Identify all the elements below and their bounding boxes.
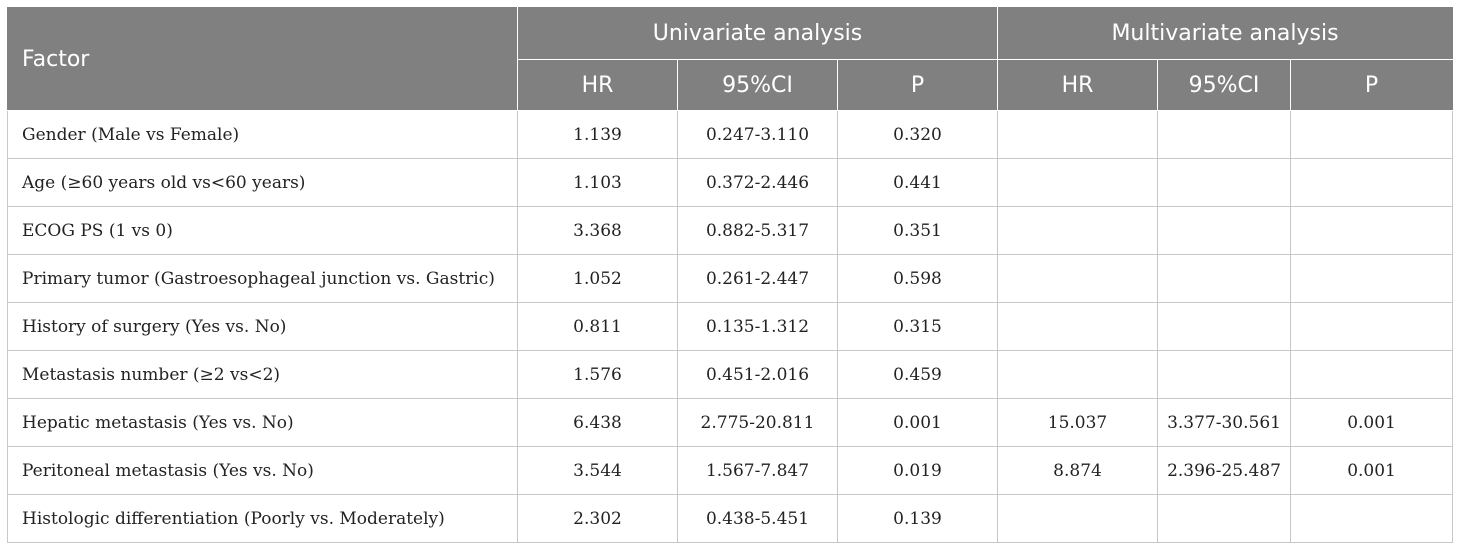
multivariate-p-cell bbox=[1290, 158, 1454, 207]
multivariate-hr-cell bbox=[997, 206, 1159, 255]
factor-cell: ECOG PS (1 vs 0) bbox=[7, 206, 518, 255]
univariate-p-cell: 0.001 bbox=[836, 398, 999, 447]
multivariate-group-header: Multivariate analysis bbox=[997, 7, 1454, 60]
univariate-ci-cell: 0.451-2.016 bbox=[677, 350, 838, 399]
univariate-hr-header: HR bbox=[517, 59, 678, 111]
multivariate-hr-cell bbox=[997, 158, 1159, 207]
univariate-ci-cell: 1.567-7.847 bbox=[677, 446, 838, 495]
multivariate-p-cell bbox=[1290, 302, 1454, 351]
factor-cell: Peritoneal metastasis (Yes vs. No) bbox=[7, 446, 518, 495]
factor-cell: Age (≥60 years old vs<60 years) bbox=[7, 158, 518, 207]
table-row: ECOG PS (1 vs 0) 3.368 0.882-5.317 0.351 bbox=[7, 206, 1454, 255]
multivariate-hr-cell bbox=[997, 494, 1159, 543]
factor-cell: Hepatic metastasis (Yes vs. No) bbox=[7, 398, 518, 447]
multivariate-hr-cell bbox=[997, 350, 1159, 399]
factor-cell: Histologic differentiation (Poorly vs. M… bbox=[7, 494, 518, 543]
multivariate-ci-cell: 2.396-25.487 bbox=[1157, 446, 1292, 495]
univariate-hr-cell: 1.576 bbox=[517, 350, 678, 399]
table-row: Hepatic metastasis (Yes vs. No) 6.438 2.… bbox=[7, 398, 1454, 447]
multivariate-p-cell bbox=[1290, 110, 1454, 159]
multivariate-ci-cell bbox=[1157, 302, 1292, 351]
multivariate-p-cell bbox=[1290, 206, 1454, 255]
multivariate-hr-cell bbox=[997, 302, 1159, 351]
univariate-hr-cell: 1.139 bbox=[517, 110, 678, 159]
univariate-p-cell: 0.315 bbox=[836, 302, 999, 351]
univariate-p-cell: 0.441 bbox=[836, 158, 999, 207]
univariate-p-cell: 0.351 bbox=[836, 206, 999, 255]
table-row: History of surgery (Yes vs. No) 0.811 0.… bbox=[7, 302, 1454, 351]
table-row: Primary tumor (Gastroesophageal junction… bbox=[7, 254, 1454, 303]
univariate-p-cell: 0.459 bbox=[836, 350, 999, 399]
multivariate-p-cell: 0.001 bbox=[1290, 446, 1454, 495]
multivariate-ci-cell bbox=[1157, 206, 1292, 255]
multivariate-ci-cell bbox=[1157, 110, 1292, 159]
multivariate-hr-header: HR bbox=[997, 59, 1159, 111]
table-row: Metastasis number (≥2 vs<2) 1.576 0.451-… bbox=[7, 350, 1454, 399]
univariate-hr-cell: 6.438 bbox=[517, 398, 678, 447]
univariate-p-cell: 0.019 bbox=[836, 446, 999, 495]
univariate-p-cell: 0.320 bbox=[836, 110, 999, 159]
univariate-p-cell: 0.139 bbox=[836, 494, 999, 543]
factor-column-header: Factor bbox=[7, 7, 518, 111]
univariate-ci-cell: 0.261-2.447 bbox=[677, 254, 838, 303]
table-row: Age (≥60 years old vs<60 years) 1.103 0.… bbox=[7, 158, 1454, 207]
multivariate-p-cell bbox=[1290, 350, 1454, 399]
multivariate-ci-cell bbox=[1157, 494, 1292, 543]
factor-cell: Gender (Male vs Female) bbox=[7, 110, 518, 159]
univariate-group-header: Univariate analysis bbox=[516, 7, 999, 60]
table-header: Factor Univariate analysis Multivariate … bbox=[7, 7, 1454, 111]
table-body: Gender (Male vs Female) 1.139 0.247-3.11… bbox=[7, 110, 1454, 543]
table-row: Peritoneal metastasis (Yes vs. No) 3.544… bbox=[7, 446, 1454, 495]
multivariate-hr-cell bbox=[997, 110, 1159, 159]
table-row: Histologic differentiation (Poorly vs. M… bbox=[7, 494, 1454, 543]
univariate-p-header: P bbox=[836, 59, 999, 111]
multivariate-p-header: P bbox=[1290, 59, 1454, 111]
cox-regression-table: Factor Univariate analysis Multivariate … bbox=[7, 7, 1454, 543]
univariate-hr-cell: 3.544 bbox=[517, 446, 678, 495]
multivariate-p-cell bbox=[1290, 494, 1454, 543]
multivariate-ci-header: 95%CI bbox=[1157, 59, 1292, 111]
univariate-hr-cell: 2.302 bbox=[517, 494, 678, 543]
univariate-ci-header: 95%CI bbox=[677, 59, 838, 111]
univariate-hr-cell: 0.811 bbox=[517, 302, 678, 351]
univariate-hr-cell: 1.052 bbox=[517, 254, 678, 303]
univariate-ci-cell: 0.882-5.317 bbox=[677, 206, 838, 255]
table-row: Gender (Male vs Female) 1.139 0.247-3.11… bbox=[7, 110, 1454, 159]
factor-cell: Primary tumor (Gastroesophageal junction… bbox=[7, 254, 518, 303]
univariate-ci-cell: 0.438-5.451 bbox=[677, 494, 838, 543]
multivariate-hr-cell: 8.874 bbox=[997, 446, 1159, 495]
univariate-hr-cell: 1.103 bbox=[517, 158, 678, 207]
factor-cell: History of surgery (Yes vs. No) bbox=[7, 302, 518, 351]
univariate-ci-cell: 2.775-20.811 bbox=[677, 398, 838, 447]
multivariate-p-cell bbox=[1290, 254, 1454, 303]
univariate-ci-cell: 0.372-2.446 bbox=[677, 158, 838, 207]
multivariate-ci-cell: 3.377-30.561 bbox=[1157, 398, 1292, 447]
multivariate-ci-cell bbox=[1157, 350, 1292, 399]
multivariate-ci-cell bbox=[1157, 254, 1292, 303]
univariate-ci-cell: 0.135-1.312 bbox=[677, 302, 838, 351]
univariate-p-cell: 0.598 bbox=[836, 254, 999, 303]
univariate-hr-cell: 3.368 bbox=[517, 206, 678, 255]
multivariate-hr-cell: 15.037 bbox=[997, 398, 1159, 447]
multivariate-p-cell: 0.001 bbox=[1290, 398, 1454, 447]
univariate-ci-cell: 0.247-3.110 bbox=[677, 110, 838, 159]
factor-cell: Metastasis number (≥2 vs<2) bbox=[7, 350, 518, 399]
multivariate-ci-cell bbox=[1157, 158, 1292, 207]
multivariate-hr-cell bbox=[997, 254, 1159, 303]
